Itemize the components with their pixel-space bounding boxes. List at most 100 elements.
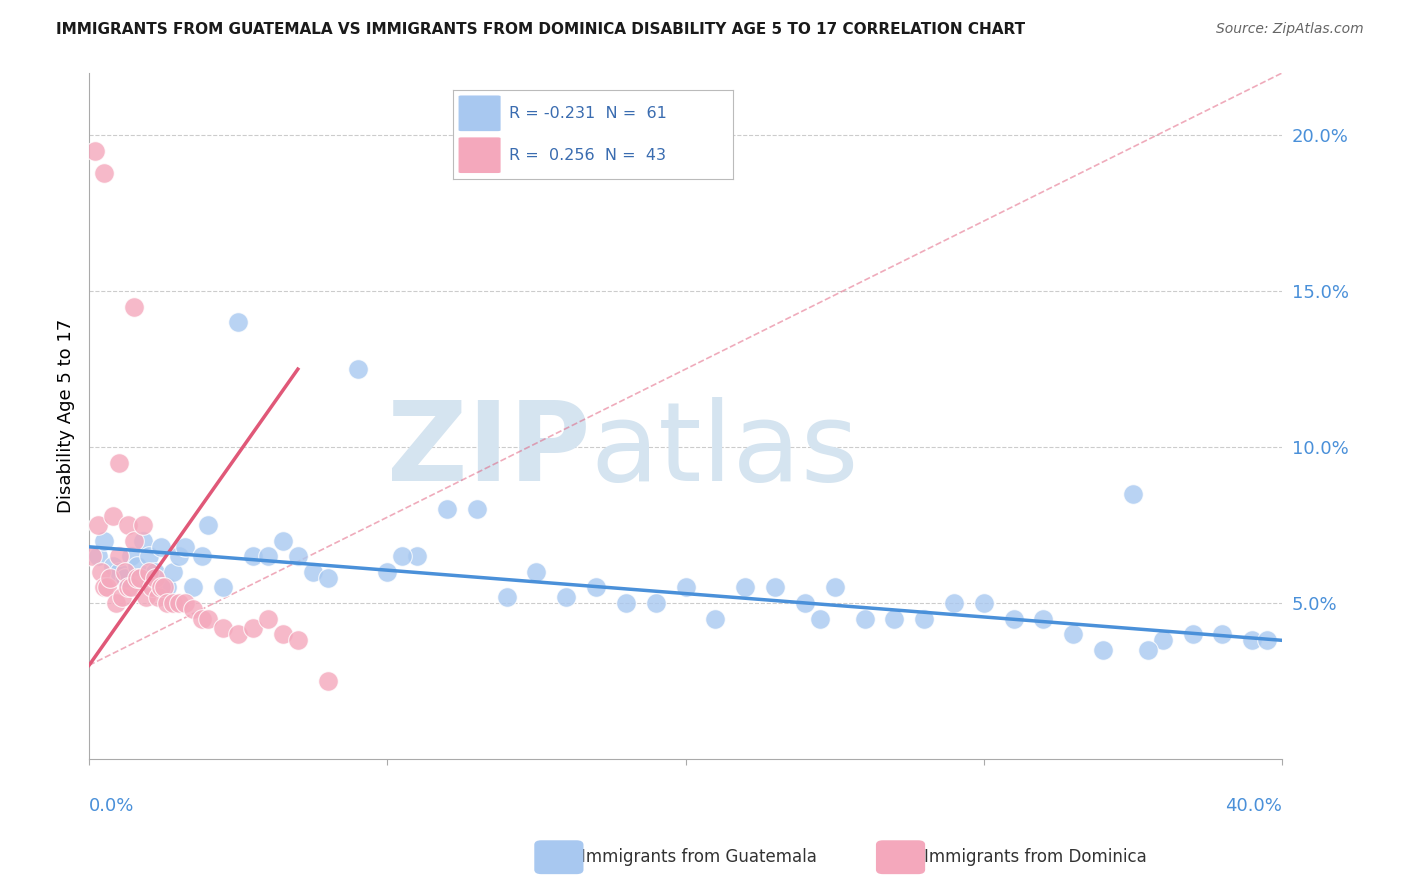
Point (465, 502, 488, 516)
Point (135, 590, 157, 604)
Point (1211, 627, 1233, 641)
Point (191, 549, 214, 563)
Point (122, 533, 145, 548)
Point (143, 571, 166, 585)
Point (287, 549, 309, 563)
Point (1241, 633, 1264, 648)
Point (156, 580, 179, 594)
Point (226, 315, 249, 329)
Text: Immigrants from Guatemala: Immigrants from Guatemala (581, 848, 817, 866)
Point (93, 166, 115, 180)
Point (257, 611, 280, 625)
Point (93, 533, 115, 548)
Point (183, 602, 205, 616)
Point (191, 611, 214, 625)
Point (212, 580, 235, 594)
Point (346, 362, 368, 376)
Text: Immigrants from Dominica: Immigrants from Dominica (924, 848, 1146, 866)
Point (853, 611, 876, 625)
Point (162, 596, 184, 610)
Point (793, 596, 815, 610)
Point (132, 533, 155, 548)
Text: 40.0%: 40.0% (1225, 797, 1282, 814)
Point (316, 673, 339, 688)
Point (108, 456, 131, 470)
Point (526, 565, 548, 579)
Point (104, 596, 127, 610)
Point (585, 580, 607, 594)
Point (734, 580, 756, 594)
Point (125, 571, 148, 585)
Point (141, 580, 163, 594)
Point (173, 540, 195, 554)
Text: 0.0%: 0.0% (89, 797, 135, 814)
Point (287, 633, 309, 648)
Point (132, 518, 155, 533)
Point (197, 518, 219, 533)
Point (271, 627, 294, 641)
Point (943, 596, 966, 610)
Point (108, 549, 131, 563)
Point (96, 580, 118, 594)
Point (824, 580, 846, 594)
Point (912, 611, 935, 625)
Text: IMMIGRANTS FROM GUATEMALA VS IMMIGRANTS FROM DOMINICA DISABILITY AGE 5 TO 17 COR: IMMIGRANTS FROM GUATEMALA VS IMMIGRANTS … (56, 22, 1025, 37)
Point (644, 596, 666, 610)
Point (1092, 642, 1115, 657)
Point (138, 565, 160, 579)
Point (93, 580, 115, 594)
Point (1062, 627, 1084, 641)
Point (704, 611, 727, 625)
Point (1122, 487, 1144, 501)
Point (114, 565, 136, 579)
Point (375, 565, 398, 579)
Point (120, 549, 142, 563)
Point (156, 596, 179, 610)
Point (167, 549, 190, 563)
Point (406, 549, 429, 563)
Point (138, 549, 160, 563)
Point (125, 558, 148, 573)
Point (128, 571, 150, 585)
Point (120, 580, 142, 594)
Point (101, 508, 124, 523)
Point (1002, 611, 1025, 625)
Point (108, 565, 131, 579)
Point (212, 621, 235, 635)
Point (271, 533, 294, 548)
Text: atlas: atlas (591, 397, 859, 504)
Point (90, 565, 112, 579)
Point (149, 580, 172, 594)
Point (808, 611, 831, 625)
Point (391, 549, 413, 563)
Point (495, 590, 517, 604)
Point (226, 627, 249, 641)
Point (675, 580, 697, 594)
Point (614, 596, 637, 610)
Point (1256, 633, 1278, 648)
Y-axis label: Disability Age 5 to 17: Disability Age 5 to 17 (58, 318, 75, 513)
Point (883, 611, 905, 625)
Text: Source: ZipAtlas.com: Source: ZipAtlas.com (1216, 22, 1364, 37)
Text: ZIP: ZIP (387, 397, 591, 504)
Point (242, 621, 264, 635)
Point (197, 611, 219, 625)
Point (316, 571, 339, 585)
Point (183, 580, 205, 594)
Point (87, 549, 110, 563)
Point (1152, 633, 1174, 648)
Point (80, 549, 103, 563)
Point (87, 518, 110, 533)
Point (555, 590, 578, 604)
Point (114, 571, 136, 585)
Point (117, 580, 139, 594)
Point (152, 580, 174, 594)
Point (173, 596, 195, 610)
Point (162, 565, 184, 579)
Point (149, 540, 172, 554)
Point (117, 518, 139, 533)
Point (1136, 642, 1159, 657)
Point (242, 549, 264, 563)
Point (301, 565, 323, 579)
Point (111, 590, 134, 604)
